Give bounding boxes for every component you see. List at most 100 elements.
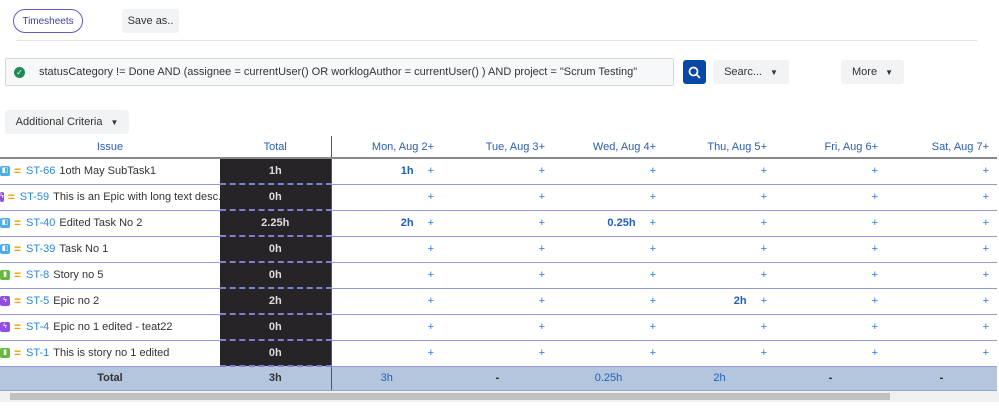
day-cell[interactable]: + (331, 184, 442, 211)
issue-key-link[interactable]: ST-8 (26, 269, 50, 281)
day-cell[interactable]: + (553, 262, 664, 289)
day-cell[interactable]: + (886, 158, 997, 185)
day-cell[interactable]: + (331, 288, 442, 315)
day-cell[interactable]: + (886, 288, 997, 315)
add-worklog-icon[interactable]: + (649, 321, 656, 333)
add-worklog-icon[interactable]: + (760, 165, 767, 178)
add-worklog-icon[interactable]: + (649, 347, 656, 359)
add-worklog-icon[interactable]: + (649, 191, 656, 203)
day-cell[interactable]: + (664, 314, 775, 341)
add-worklog-icon[interactable]: + (871, 191, 878, 203)
day-header[interactable]: Mon, Aug 2+ (331, 136, 442, 159)
day-cell[interactable]: + (775, 184, 886, 211)
day-cell[interactable]: + (553, 236, 664, 263)
add-worklog-icon[interactable]: + (427, 321, 434, 333)
day-cell[interactable]: + (886, 236, 997, 263)
add-worklog-icon[interactable]: + (982, 295, 989, 307)
day-cell[interactable]: + (553, 340, 664, 367)
add-icon[interactable]: + (871, 140, 878, 153)
add-icon[interactable]: + (649, 140, 656, 153)
add-worklog-icon[interactable]: + (427, 165, 434, 178)
add-worklog-icon[interactable]: + (538, 295, 545, 307)
issue-key-link[interactable]: ST-39 (26, 243, 56, 255)
day-cell[interactable]: + (886, 184, 997, 211)
day-cell[interactable]: + (664, 210, 775, 237)
add-worklog-icon[interactable]: + (760, 243, 767, 255)
add-worklog-icon[interactable]: + (982, 191, 989, 203)
issue-header[interactable]: Issue (0, 136, 220, 159)
add-worklog-icon[interactable]: + (427, 269, 434, 281)
add-worklog-icon[interactable]: + (538, 269, 545, 281)
day-cell[interactable]: + (331, 340, 442, 367)
day-header[interactable]: Fri, Aug 6+ (775, 136, 886, 159)
add-worklog-icon[interactable]: + (427, 191, 434, 203)
scrollbar-thumb[interactable] (10, 393, 890, 400)
add-worklog-icon[interactable]: + (427, 347, 434, 359)
logged-time[interactable]: 0.25h (607, 217, 636, 229)
day-cell[interactable]: + (442, 184, 553, 211)
day-cell[interactable]: + (442, 314, 553, 341)
add-worklog-icon[interactable]: + (982, 269, 989, 281)
day-cell[interactable]: 0.25h + (553, 210, 664, 237)
day-header[interactable]: Tue, Aug 3+ (442, 136, 553, 159)
issue-key-link[interactable]: ST-40 (26, 217, 56, 229)
search-dropdown[interactable]: Searc... ▼ (713, 60, 789, 84)
add-worklog-icon[interactable]: + (871, 217, 878, 229)
add-worklog-icon[interactable]: + (871, 347, 878, 359)
jql-input[interactable]: ✓ statusCategory != Done AND (assignee =… (5, 58, 674, 86)
day-cell[interactable]: + (442, 158, 553, 185)
day-cell[interactable]: + (664, 262, 775, 289)
day-cell[interactable]: + (886, 210, 997, 237)
day-cell[interactable]: + (331, 236, 442, 263)
add-worklog-icon[interactable]: + (649, 295, 656, 307)
logged-time[interactable]: 1h (400, 165, 414, 178)
day-cell[interactable]: + (442, 236, 553, 263)
add-worklog-icon[interactable]: + (760, 217, 767, 229)
logged-time[interactable]: 2h (400, 217, 414, 229)
add-worklog-icon[interactable]: + (538, 165, 545, 178)
day-cell[interactable]: + (886, 314, 997, 341)
day-cell[interactable]: + (775, 314, 886, 341)
issue-key-link[interactable]: ST-4 (26, 321, 50, 333)
add-worklog-icon[interactable]: + (427, 295, 434, 307)
issue-key-link[interactable]: ST-66 (26, 165, 56, 178)
add-worklog-icon[interactable]: + (760, 269, 767, 281)
day-cell[interactable]: + (553, 288, 664, 315)
add-icon[interactable]: + (982, 140, 989, 153)
logged-time[interactable]: 2h (733, 295, 747, 307)
add-worklog-icon[interactable]: + (871, 243, 878, 255)
add-worklog-icon[interactable]: + (649, 217, 656, 229)
total-header[interactable]: Total (220, 136, 332, 159)
day-cell[interactable]: + (775, 262, 886, 289)
add-worklog-icon[interactable]: + (871, 165, 878, 178)
add-worklog-icon[interactable]: + (871, 295, 878, 307)
add-worklog-icon[interactable]: + (760, 295, 767, 307)
day-cell[interactable]: + (664, 236, 775, 263)
day-cell[interactable]: 1h + (331, 158, 442, 185)
day-cell[interactable]: + (664, 340, 775, 367)
day-cell[interactable]: + (664, 158, 775, 185)
add-icon[interactable]: + (760, 140, 767, 153)
day-cell[interactable]: + (331, 262, 442, 289)
add-worklog-icon[interactable]: + (538, 243, 545, 255)
day-cell[interactable]: 2h + (664, 288, 775, 315)
day-cell[interactable]: + (442, 340, 553, 367)
add-worklog-icon[interactable]: + (760, 347, 767, 359)
day-cell[interactable]: + (331, 314, 442, 341)
day-cell[interactable]: + (442, 210, 553, 237)
add-worklog-icon[interactable]: + (538, 217, 545, 229)
day-cell[interactable]: + (886, 262, 997, 289)
add-icon[interactable]: + (538, 140, 545, 153)
add-worklog-icon[interactable]: + (649, 165, 656, 178)
add-worklog-icon[interactable]: + (982, 243, 989, 255)
add-worklog-icon[interactable]: + (982, 347, 989, 359)
add-worklog-icon[interactable]: + (982, 217, 989, 229)
add-worklog-icon[interactable]: + (871, 269, 878, 281)
day-cell[interactable]: + (553, 314, 664, 341)
day-cell[interactable]: + (775, 210, 886, 237)
day-cell[interactable]: + (442, 288, 553, 315)
add-worklog-icon[interactable]: + (760, 321, 767, 333)
day-header[interactable]: Thu, Aug 5+ (664, 136, 775, 159)
search-button[interactable] (683, 60, 706, 84)
add-worklog-icon[interactable]: + (427, 243, 434, 255)
